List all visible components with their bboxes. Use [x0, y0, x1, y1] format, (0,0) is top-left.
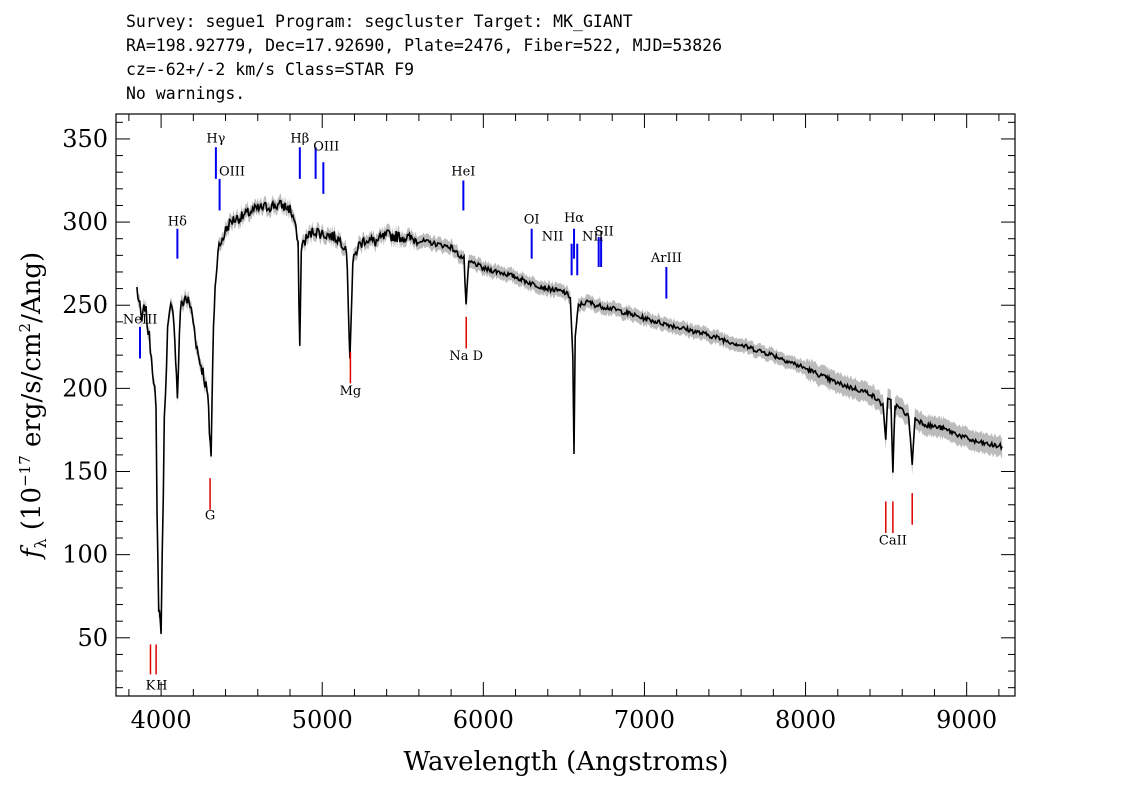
x-tick-label: 4000	[131, 706, 192, 734]
x-tick-label: 6000	[453, 706, 514, 734]
x-tick-label: 5000	[292, 706, 353, 734]
error-band-area	[136, 193, 1003, 641]
y-axis-title: fλ (10−17 erg/s/cm2/Ang)	[16, 252, 50, 560]
spectral-line-label: NII	[582, 229, 604, 244]
y-tick-label: 50	[77, 624, 108, 652]
x-tick-label: 7000	[614, 706, 675, 734]
spectrum-flux-line	[136, 199, 1003, 634]
spectrum-line	[136, 199, 1003, 634]
y-tick-label: 100	[62, 541, 108, 569]
y-tick-label: 350	[62, 125, 108, 153]
spectral-line-label: Hδ	[168, 214, 187, 229]
y-tick-label: 250	[62, 291, 108, 319]
x-axis-title: Wavelength (Angstroms)	[404, 747, 729, 777]
y-tick-label: 200	[62, 374, 108, 402]
spectral-line-label: CaII	[879, 534, 907, 549]
spectral-line-label: OIII	[219, 165, 245, 180]
spectrum-header: Survey: segue1 Program: segcluster Targe…	[126, 10, 722, 106]
header-line-redshift-class: cz=-62+/-2 km/s Class=STAR F9	[126, 60, 415, 79]
spectral-line-label: NII	[542, 229, 564, 244]
spectral-line-label: Mg	[340, 384, 362, 399]
spectral-line-label: OIII	[313, 140, 339, 155]
spectral-line-labels: NeIIIHδHγOIIIHβOIIIHeIOINIIHαNIISIIArIII…	[123, 131, 907, 693]
spectral-line-label: Na D	[449, 349, 483, 364]
header-line-warnings: No warnings.	[126, 84, 246, 103]
y-tick-label: 300	[62, 208, 108, 236]
spectral-line-label: G	[205, 509, 215, 524]
spectral-line-label: SII	[595, 224, 614, 239]
spectral-line-label: Hβ	[290, 131, 309, 146]
spectral-line-label: OI	[524, 213, 540, 228]
error-band	[136, 193, 1003, 641]
axis-ticks	[116, 114, 1015, 696]
spectral-line-label: ArIII	[650, 251, 682, 266]
y-tick-label: 150	[62, 458, 108, 486]
spectral-line-label: H	[156, 678, 167, 693]
spectral-line-label: K	[146, 678, 156, 693]
spectral-line-label: NeIII	[123, 313, 157, 328]
x-tick-label: 9000	[936, 706, 997, 734]
axis-tick-labels: 4000 5000 6000 7000 8000 9000 50 100 150 200 250 30…	[62, 125, 997, 734]
spectral-line-label: Hγ	[206, 131, 225, 146]
x-tick-label: 8000	[775, 706, 836, 734]
header-line-coordinates: RA=198.92779, Dec=17.92690, Plate=2476, …	[126, 36, 723, 55]
spectral-line-markers	[139, 147, 913, 675]
spectral-line-label: HeI	[451, 165, 475, 180]
spectral-line-label: Hα	[564, 211, 584, 226]
header-line-survey: Survey: segue1 Program: segcluster Targe…	[126, 12, 633, 31]
